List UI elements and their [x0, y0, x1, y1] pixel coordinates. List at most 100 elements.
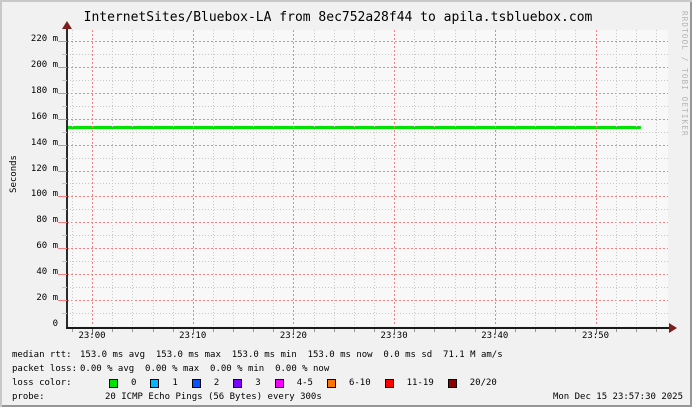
- grid-line-x-minor: [313, 30, 315, 326]
- x-axis-major-tick: [293, 329, 295, 334]
- grid-line-y-minor: [67, 105, 668, 107]
- loss-color-item-label: 0: [131, 378, 137, 388]
- grid-line-x-minor: [152, 30, 154, 326]
- y-axis-minor-tick: [62, 313, 67, 315]
- x-axis-minor-tick: [333, 329, 335, 332]
- grid-line-y-major: [67, 274, 668, 276]
- x-tick-label: 23:40: [481, 331, 509, 341]
- loss-color-item: 6-10: [326, 377, 371, 389]
- loss-color-item: 11-19: [384, 377, 434, 389]
- loss-color-swatch: [447, 378, 457, 388]
- y-tick-label: 220 m: [30, 33, 58, 44]
- grid-line-x-minor: [514, 30, 516, 326]
- grid-line-x-major: [394, 30, 396, 326]
- y-axis-major-tick: [58, 300, 67, 302]
- x-axis-minor-tick: [72, 329, 73, 332]
- loss-color-item: 20/20: [447, 377, 497, 389]
- grid-line-x-minor: [434, 30, 436, 326]
- grid-line-y-major: [67, 300, 668, 302]
- legend-packet-loss-stats: 0.00 % avg 0.00 % max 0.00 % min 0.00 % …: [80, 364, 330, 374]
- legend-packet-loss-label: packet loss:: [12, 364, 78, 374]
- y-axis-major-tick: [58, 248, 67, 250]
- x-axis-minor-tick: [233, 329, 235, 332]
- y-axis-major-tick: [58, 40, 67, 42]
- grid-line-x-minor: [132, 30, 134, 326]
- grid-line-x-minor: [233, 30, 235, 326]
- grid-line-x-minor: [353, 30, 355, 326]
- legend-loss-color-label: loss color:: [12, 378, 72, 388]
- y-axis-minor-tick: [62, 53, 67, 55]
- y-axis-major-tick: [58, 222, 67, 224]
- y-axis-minor-tick: [62, 79, 67, 81]
- x-axis-minor-tick: [353, 329, 355, 332]
- x-axis-minor-tick: [615, 329, 617, 332]
- loss-color-swatch: [384, 378, 394, 388]
- grid-line-x-minor: [253, 30, 255, 326]
- x-tick-label: 23:10: [179, 331, 207, 341]
- grid-line-y-major: [67, 66, 668, 68]
- legend-timestamp: Mon Dec 15 23:57:30 2025: [552, 392, 683, 402]
- x-axis-minor-tick: [414, 329, 416, 332]
- legend-median-rtt-label: median rtt:: [12, 350, 72, 360]
- x-axis-major-tick: [494, 329, 496, 334]
- x-tick-label: 23:50: [581, 331, 610, 341]
- y-tick-label: 40 m: [36, 267, 58, 278]
- x-axis-minor-tick: [253, 329, 255, 332]
- grid-line-x-minor: [212, 30, 214, 326]
- x-tick-label: 23:20: [279, 331, 307, 341]
- y-axis-major-tick: [58, 92, 67, 94]
- grid-line-x-minor: [474, 30, 476, 326]
- legend-loss-color-row: loss color: 0 1 2 3 4-5 6-10 11-19 20/20: [0, 377, 692, 391]
- x-axis-minor-tick: [172, 329, 174, 332]
- loss-color-item-label: 6-10: [348, 378, 371, 388]
- x-axis-arrow-icon: [669, 323, 677, 333]
- y-tick-label: 0: [52, 319, 58, 329]
- x-axis-minor-tick: [454, 329, 456, 332]
- x-axis-minor-tick: [434, 329, 436, 332]
- grid-line-x-major: [293, 30, 295, 326]
- y-tick-label: 180 m: [30, 85, 58, 96]
- y-axis-major-tick: [58, 170, 67, 172]
- legend-probe-label: probe:: [12, 392, 45, 402]
- y-axis-arrow-icon: [62, 21, 72, 29]
- grid-line-x-minor: [575, 30, 577, 326]
- y-tick-label: 120 m: [30, 163, 58, 174]
- grid-line-y-minor: [67, 183, 668, 185]
- grid-line-y-major: [67, 248, 668, 250]
- loss-color-item: 2: [191, 377, 219, 389]
- y-tick-label: 20 m: [36, 293, 58, 304]
- grid-line-x-major: [92, 30, 93, 326]
- legend-median-rtt-row: median rtt: 153.0 ms avg 153.0 ms max 153…: [0, 349, 692, 363]
- grid-line-x-minor: [112, 30, 114, 326]
- y-axis-minor-tick: [62, 157, 67, 159]
- grid-line-y-major: [67, 40, 668, 42]
- x-axis-minor-tick: [514, 329, 516, 332]
- loss-color-swatch: [191, 378, 201, 388]
- loss-color-item: 0: [109, 377, 136, 389]
- x-axis-minor-tick: [655, 329, 657, 332]
- loss-color-item: 3: [233, 377, 261, 389]
- grid-line-y-major: [67, 196, 668, 198]
- y-axis-major-tick: [58, 274, 67, 276]
- loss-color-swatch: [150, 378, 160, 388]
- grid-line-y-minor: [67, 261, 668, 263]
- loss-color-items: 0 1 2 3 4-5 6-10 11-19 20/20: [109, 377, 497, 389]
- y-axis-minor-tick: [62, 261, 67, 263]
- x-axis-minor-tick: [152, 329, 154, 332]
- rrdtool-watermark: RRDTOOL / TOBI OETIKER: [680, 11, 689, 137]
- y-axis-major-tick: [58, 196, 67, 198]
- loss-color-swatch: [274, 378, 284, 388]
- y-axis-minor-tick: [62, 105, 67, 107]
- grid-line-y-minor: [67, 157, 668, 159]
- grid-line-x-minor: [414, 30, 416, 326]
- grid-line-x-major: [192, 30, 194, 326]
- x-axis-minor-tick: [474, 329, 476, 332]
- loss-color-item-label: 3: [255, 378, 261, 388]
- loss-color-swatch: [233, 378, 243, 388]
- y-tick-label: 80 m: [36, 215, 58, 226]
- x-axis-major-tick: [394, 329, 396, 334]
- x-axis-minor-tick: [212, 329, 214, 332]
- grid-line-x-minor: [635, 30, 637, 326]
- y-axis-minor-tick: [62, 235, 67, 237]
